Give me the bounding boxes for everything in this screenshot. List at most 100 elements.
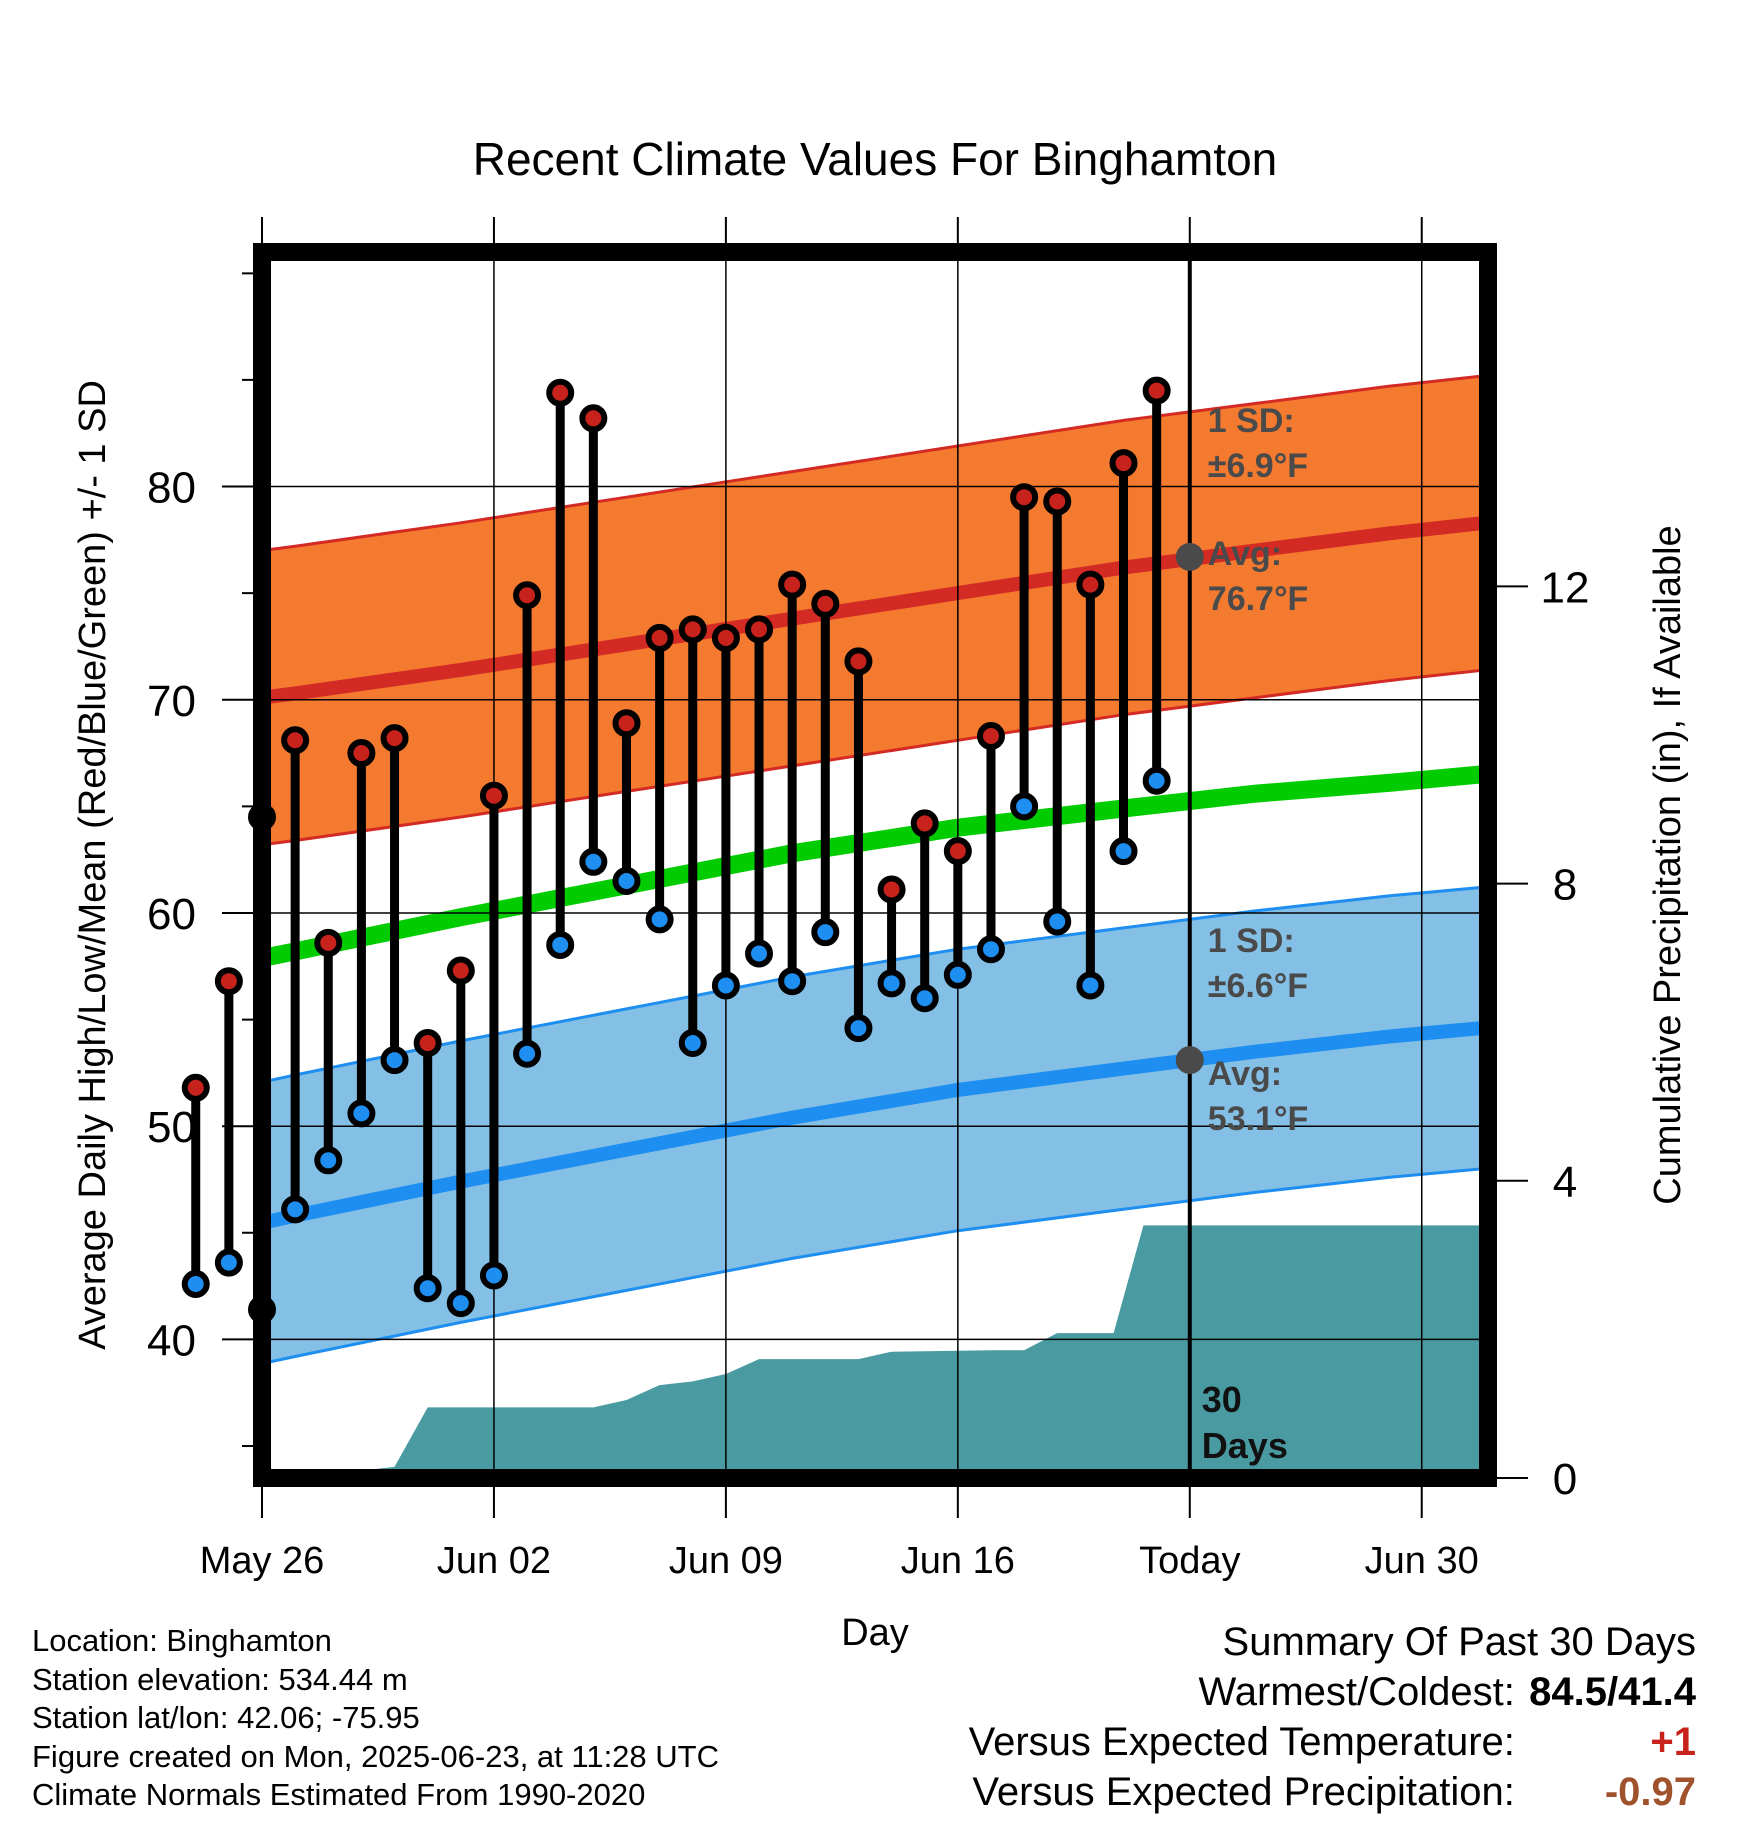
high-point [1109,449,1138,478]
high-point [347,739,376,768]
low-point [1142,766,1171,795]
high-point [546,378,575,407]
low-point [479,1261,508,1290]
high-point [645,623,674,652]
y2-tick-label: 12 [1541,563,1590,612]
low-point [778,967,807,996]
high-point [745,615,774,644]
low-point [645,905,674,934]
x-tick-label: Jun 02 [437,1540,551,1582]
y2-axis-label: Cumulative Precipitation (in), If Availa… [1647,525,1689,1204]
high-sd-value: ±6.9°F [1208,447,1308,485]
x-tick-label: Today [1139,1540,1240,1582]
high-point [181,1073,210,1102]
station-info: Location: Binghamton Station elevation: … [32,1622,719,1815]
mean-normal-line [262,764,1488,968]
x-tick-label: Jun 30 [1365,1540,1479,1582]
high-point [1142,376,1171,405]
data-marks [181,252,1192,1478]
chart-title: Recent Climate Values For Binghamton [473,133,1278,185]
low-point [976,935,1005,964]
low-point [1076,971,1105,1000]
y-tick-label: 40 [147,1316,196,1365]
low-sd-value: ±6.6°F [1208,967,1308,1005]
precip-label: Versus Expected Precipitation: [972,1770,1515,1814]
high-avg-value: 76.7°F [1208,580,1309,618]
low-point [579,847,608,876]
high-point [778,570,807,599]
low-point [877,969,906,998]
y-axis-label: Average Daily High/Low/Mean (Red/Blue/Gr… [72,380,114,1350]
low-normal-line [262,1020,1488,1230]
high-point [314,928,343,957]
warmest-value: 84.5/41.4 [1529,1670,1696,1714]
x-tick-label: Jun 09 [669,1540,783,1582]
y-tick-label: 50 [147,1103,196,1152]
y2-tick-label: 4 [1553,1158,1577,1207]
high-avg-label: Avg: [1208,535,1282,573]
low-point [446,1289,475,1318]
low-point [745,939,774,968]
days-count-word: Days [1202,1425,1288,1466]
low-point [513,1039,542,1068]
high-sd-upper-line [262,373,1488,552]
high-sd-label: 1 SD: [1208,402,1295,440]
high-point [877,875,906,904]
x-tick-label: Jun 16 [901,1540,1015,1582]
summary-precip-row: Versus Expected Precipitation: -0.97 [969,1767,1696,1817]
y2-tick-label: 8 [1553,861,1577,910]
low-point [844,1014,873,1043]
y2-tick-label: 0 [1553,1455,1577,1504]
summary-panel: Summary Of Past 30 Days Warmest/Coldest:… [969,1617,1696,1817]
low-avg-marker [1175,1046,1204,1075]
low-point [281,1195,310,1224]
low-point [711,971,740,1000]
low-point [181,1269,210,1298]
normals-text: Climate Normals Estimated From 1990-2020 [32,1777,646,1812]
days-count-number: 30 [1202,1379,1242,1420]
low-point [1010,792,1039,821]
elevation-text: Station elevation: 534.44 m [32,1661,408,1697]
low-point [678,1029,707,1058]
warmest-label: Warmest/Coldest: [1198,1670,1515,1714]
high-point [579,404,608,433]
low-sd-label: 1 SD: [1208,922,1295,960]
x-tick-label: May 26 [200,1540,325,1582]
low-sd-upper-line [262,885,1488,1084]
low-point [943,960,972,989]
low-point [910,984,939,1013]
high-point [380,724,409,753]
summary-title: Summary Of Past 30 Days [1222,1620,1696,1664]
low-point [380,1046,409,1075]
low-point [347,1099,376,1128]
low-point [1109,837,1138,866]
summary-warmest-row: Warmest/Coldest: 84.5/41.4 [969,1667,1697,1717]
latlon-text: Station lat/lon: 42.06; -75.95 [32,1700,420,1735]
high-point [976,722,1005,751]
low-point [314,1146,343,1175]
high-point [446,956,475,985]
low-point [214,1248,243,1277]
high-point [943,837,972,866]
precip-value: -0.97 [1604,1770,1696,1814]
low-point [413,1274,442,1303]
y-tick-label: 70 [147,677,196,726]
x-axis-label: Day [841,1612,909,1654]
annotations: 1 SD: ±6.9°F Avg: 76.7°F 1 SD: ±6.6°F Avg: 53.1… [1175,402,1309,1466]
high-point [711,623,740,652]
high-point [479,781,508,810]
high-point [910,809,939,838]
high-point [413,1029,442,1058]
temp-value: +1 [1650,1720,1696,1764]
high-point [513,581,542,610]
low-avg-label: Avg: [1208,1055,1282,1093]
high-point [1043,487,1072,516]
low-point [612,866,641,895]
high-point [844,647,873,676]
low-point [1043,907,1072,936]
high-sd-lower-line [262,668,1488,847]
precip-area [262,1225,1488,1478]
low-sd-band [262,886,1488,1364]
summary-temp-row: Versus Expected Temperature: +1 [969,1717,1696,1767]
